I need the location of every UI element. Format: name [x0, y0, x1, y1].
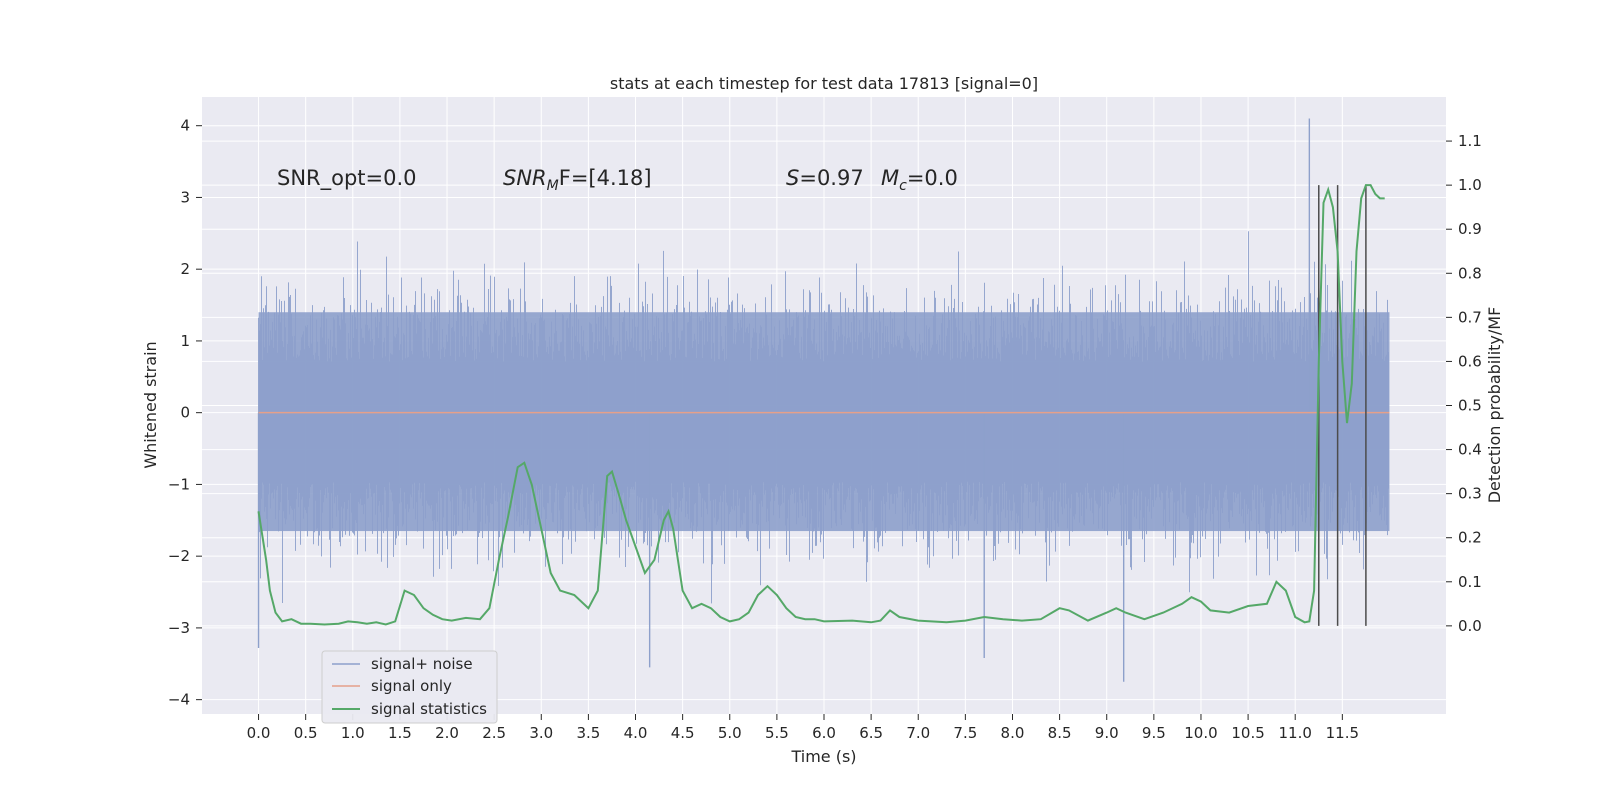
y-right-axis-label: Detection probability/MF — [1485, 307, 1504, 504]
signal-statistics-series — [257, 184, 1385, 626]
legend-label-signal-noise: signal+ noise — [371, 655, 473, 673]
y-right-tick-label: 0.2 — [1458, 529, 1482, 547]
x-tick-label: 1.5 — [388, 724, 412, 742]
x-tick-label: 11.0 — [1279, 724, 1312, 742]
x-tick-label: 7.0 — [906, 724, 930, 742]
y-right-tick-label: 0.5 — [1458, 397, 1482, 415]
legend-label-signal-only: signal only — [371, 677, 452, 695]
x-tick-label: 9.5 — [1142, 724, 1166, 742]
y-right-tick-label: 0.4 — [1458, 441, 1482, 459]
x-tick-label: 5.0 — [718, 724, 742, 742]
x-tick-label: 3.5 — [576, 724, 600, 742]
x-tick-label: 4.5 — [671, 724, 695, 742]
x-tick-label: 8.0 — [1001, 724, 1025, 742]
y-tick-label: 0 — [180, 404, 190, 422]
annotation-snr-opt: SNR_opt=0.0 — [277, 166, 417, 191]
x-tick-label: 10.0 — [1184, 724, 1217, 742]
legend-box — [321, 650, 498, 724]
y-tick-label: −4 — [168, 691, 190, 709]
y-right-tick-label: 0.6 — [1458, 352, 1482, 370]
legend-label-signal-statistics: signal statistics — [371, 700, 487, 718]
y-right-tick-label: 0.0 — [1458, 617, 1482, 635]
y-axis-label: Whitened strain — [141, 341, 160, 468]
x-tick-label: 7.5 — [953, 724, 977, 742]
y-tick-label: −2 — [168, 547, 190, 565]
x-tick-label: 4.0 — [624, 724, 648, 742]
annotation-snr-mf: SNRMF=[4.18] — [503, 166, 652, 194]
axis-ticks: 0.0 0.5 1.0 1.5 2.0 2.5 3.0 3.5 4.0 4.5 5.0 5.5 6.0 6… — [168, 117, 1482, 742]
x-axis-label: Time (s) — [790, 747, 856, 766]
x-tick-label: 2.0 — [435, 724, 459, 742]
x-tick-label: 11.5 — [1326, 724, 1359, 742]
x-tick-label: 3.0 — [529, 724, 553, 742]
y-right-tick-label: 0.1 — [1458, 573, 1482, 591]
annotation-mc: Mc=0.0 — [881, 166, 958, 194]
y-right-tick-label: 0.3 — [1458, 485, 1482, 503]
x-tick-label: 2.5 — [482, 724, 506, 742]
x-tick-label: 6.0 — [812, 724, 836, 742]
y-tick-label: −1 — [168, 475, 190, 493]
y-right-tick-label: 0.8 — [1458, 264, 1482, 282]
y-right-tick-label: 0.7 — [1458, 308, 1482, 326]
x-tick-label: 0.5 — [294, 724, 318, 742]
x-tick-label: 8.5 — [1048, 724, 1072, 742]
x-tick-label: 5.5 — [765, 724, 789, 742]
x-tick-label: 0.0 — [247, 724, 271, 742]
legend: signal+ noise signal only signal statist… — [321, 650, 498, 724]
x-tick-label: 1.0 — [341, 724, 365, 742]
signal-noise-series — [257, 118, 1390, 682]
y-right-tick-label: 1.1 — [1458, 132, 1482, 150]
y-tick-label: 2 — [180, 260, 190, 278]
x-tick-label: 10.5 — [1231, 724, 1264, 742]
x-tick-label: 6.5 — [859, 724, 883, 742]
y-right-tick-label: 0.9 — [1458, 220, 1482, 238]
y-tick-label: 4 — [180, 117, 190, 135]
y-tick-label: −3 — [168, 619, 190, 637]
chart-title: stats at each timestep for test data 178… — [610, 74, 1038, 93]
y-right-tick-label: 1.0 — [1458, 176, 1482, 194]
y-tick-label: 1 — [180, 332, 190, 350]
annotation-s: S=0.97 — [786, 166, 864, 190]
y-tick-label: 3 — [180, 188, 190, 206]
signal-statistics-line — [257, 184, 1385, 626]
x-tick-label: 9.0 — [1095, 724, 1119, 742]
